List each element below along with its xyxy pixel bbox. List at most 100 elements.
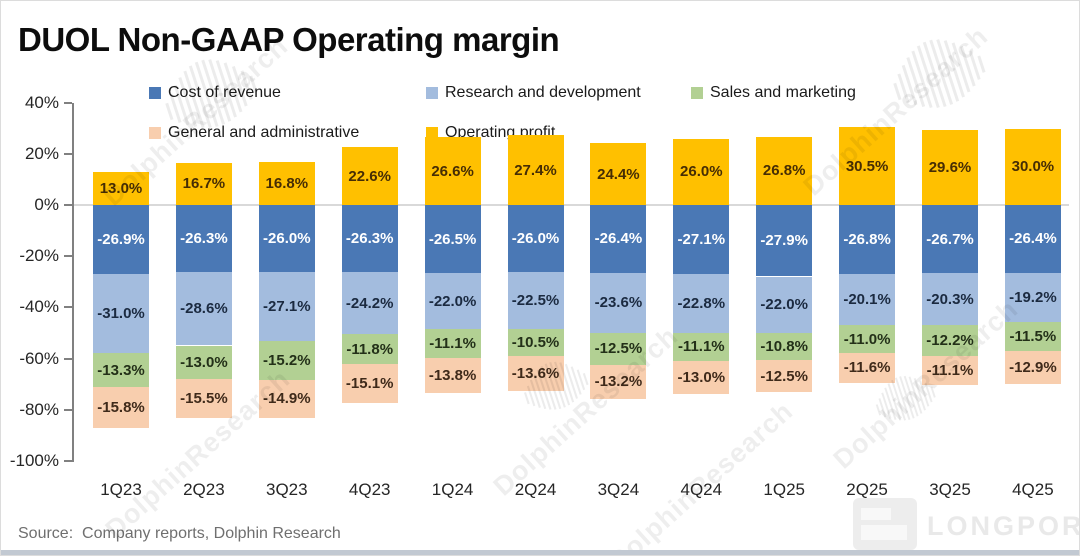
x-tick-label-2Q24: 2Q24 (514, 480, 557, 499)
bar-segment-4-3Q25: 29.6% (922, 129, 978, 206)
longport-watermark: LONGPORT (927, 511, 1079, 541)
legend-item-0: Cost of revenue (149, 84, 281, 101)
bar-segment-0-1Q25: -27.9% (756, 205, 813, 277)
bar-data-label: -22.8% (677, 295, 726, 313)
x-tick-label-3Q24: 3Q24 (597, 480, 640, 499)
bar-data-label: -24.2% (345, 294, 394, 312)
bar-segment-3-3Q23: -14.9% (258, 379, 315, 418)
bar-data-label: -26.3% (345, 230, 394, 248)
bar-data-label: -27.1% (677, 231, 726, 249)
bar-data-label: -23.6% (594, 294, 643, 312)
bar-segment-0-2Q24: -26.0% (507, 205, 564, 272)
bar-segment-4-4Q25: 30.0% (1004, 128, 1061, 206)
bar-data-label: -11.1% (429, 334, 476, 352)
bar-data-label: 26.8% (762, 162, 806, 180)
y-tick-label: -40% (19, 297, 59, 317)
bar-segment-4-2Q24: 27.4% (507, 135, 564, 206)
bar-segment-3-3Q24: -13.2% (590, 364, 647, 399)
bar-data-label: 16.8% (265, 175, 309, 193)
bar-segment-1-4Q23: -24.2% (341, 272, 398, 335)
x-tick-label-2Q23: 2Q23 (183, 480, 225, 499)
bar-data-label: -15.8% (97, 398, 145, 416)
bar-segment-2-4Q23: -11.8% (341, 334, 398, 365)
bar-segment-1-3Q24: -23.6% (590, 272, 647, 333)
bar-data-label: -10.5% (511, 334, 560, 352)
bar-data-label: -26.5% (428, 230, 477, 248)
bar-segment-4-4Q23: 22.6% (341, 147, 398, 206)
bar-segment-2-2Q25: -11.0% (839, 325, 896, 354)
bar-data-label: 13.0% (99, 180, 143, 198)
legend-item-1: Research and development (426, 84, 641, 101)
y-tick-label: -60% (19, 348, 59, 368)
bar-segment-3-1Q24: -13.8% (424, 357, 481, 393)
bar-segment-1-1Q23: -31.0% (93, 273, 149, 354)
bar-segment-1-4Q25: -19.2% (1004, 272, 1061, 322)
bar-segment-0-2Q23: -26.3% (175, 205, 232, 273)
bar-data-label: -13.0% (180, 353, 228, 371)
y-tick-mark (64, 306, 72, 309)
bar-data-label: -12.5% (594, 340, 643, 358)
y-tick-mark (64, 459, 72, 462)
bar-data-label: -26.7% (926, 230, 974, 248)
bar-data-label: -11.1% (677, 338, 725, 356)
bar-data-label: -26.0% (263, 229, 311, 247)
y-tick-mark (64, 255, 72, 258)
x-tick-label-3Q25: 3Q25 (929, 480, 971, 499)
card-bottom-edge (1, 550, 1079, 555)
bar-data-label: -10.8% (760, 338, 808, 356)
bar-segment-3-2Q23: -15.5% (175, 378, 232, 419)
bar-segment-0-3Q23: -26.0% (258, 205, 315, 272)
bar-data-label: 30.0% (1011, 158, 1055, 176)
source-note: Source: Company reports, Dolphin Researc… (18, 525, 341, 542)
bar-data-label: -15.1% (345, 375, 394, 393)
bar-data-label: -22.0% (428, 292, 477, 310)
bar-data-label: -26.9% (97, 231, 145, 249)
bar-segment-1-3Q25: -20.3% (922, 273, 978, 326)
bar-data-label: 16.7% (182, 175, 226, 193)
bar-segment-1-2Q24: -22.5% (507, 271, 564, 330)
bar-segment-2-3Q23: -15.2% (258, 340, 315, 380)
bar-data-label: -12.2% (926, 332, 974, 350)
bar-data-label: -11.8% (346, 340, 394, 358)
bar-segment-0-3Q24: -26.4% (590, 205, 647, 273)
bar-segment-3-4Q23: -15.1% (341, 364, 398, 403)
bar-data-label: -15.5% (180, 390, 228, 408)
bar-data-label: -26.3% (180, 230, 228, 248)
bar-segment-2-1Q25: -10.8% (756, 332, 813, 361)
bar-data-label: -20.1% (843, 290, 891, 308)
bar-data-label: -26.0% (511, 229, 560, 247)
zero-gridline (73, 204, 1069, 207)
y-tick-mark (64, 102, 72, 104)
bar-segment-2-3Q25: -12.2% (922, 325, 978, 357)
dolphin-watermark-icon (889, 29, 989, 124)
bar-segment-2-2Q23: -13.0% (175, 345, 232, 379)
bar-segment-1-1Q25: -22.0% (756, 276, 813, 333)
bar-segment-1-2Q23: -28.6% (175, 272, 232, 346)
bar-segment-4-3Q23: 16.8% (258, 162, 315, 206)
legend-label: Research and development (445, 84, 641, 101)
legend-label: General and administrative (168, 124, 360, 141)
bar-data-label: -26.4% (594, 230, 643, 248)
y-tick-mark (64, 153, 72, 156)
bar-segment-0-2Q25: -26.8% (839, 205, 896, 274)
legend-swatch-icon (691, 87, 703, 99)
y-tick-mark (64, 204, 72, 207)
bar-data-label: -22.5% (511, 291, 560, 309)
y-tick-label: -20% (19, 246, 59, 266)
legend-swatch-icon (426, 87, 438, 99)
bar-data-label: -20.3% (926, 290, 974, 308)
bar-segment-0-4Q25: -26.4% (1004, 205, 1061, 273)
bar-segment-1-4Q24: -22.8% (673, 274, 730, 333)
bar-segment-3-4Q25: -12.9% (1004, 351, 1061, 385)
bar-data-label: -13.2% (594, 373, 643, 391)
legend-swatch-icon (149, 87, 161, 99)
y-tick-label: 40% (24, 93, 59, 112)
x-tick-label-2Q25: 2Q25 (846, 480, 888, 499)
chart-title: DUOL Non-GAAP Operating margin (18, 21, 560, 58)
bar-segment-0-1Q23: -26.9% (93, 205, 149, 274)
y-tick-label: -100% (9, 450, 59, 470)
bar-data-label: -11.6% (843, 359, 891, 377)
bar-data-label: -13.8% (428, 366, 477, 384)
bar-data-label: -31.0% (97, 305, 145, 323)
x-tick-label-4Q25: 4Q25 (1012, 480, 1054, 499)
